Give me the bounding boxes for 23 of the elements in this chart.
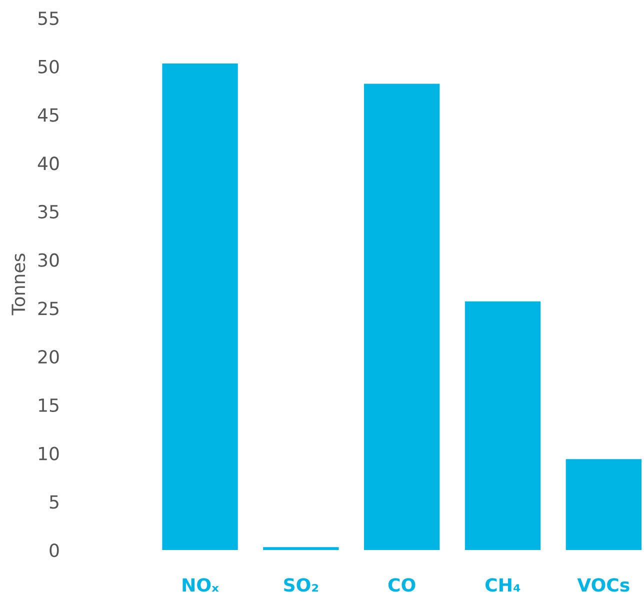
y-tick-label: 50 <box>38 60 59 74</box>
bar <box>263 547 339 550</box>
y-tick-label: 30 <box>38 253 59 267</box>
y-tick-label: 45 <box>38 108 58 122</box>
x-tick-label: CH₄ <box>486 578 520 592</box>
y-tick-label: 55 <box>38 12 58 26</box>
x-tick-label: NOₓ <box>182 578 219 592</box>
bar <box>464 301 541 550</box>
y-axis-title: Tonnes <box>12 254 26 316</box>
y-tick-label: 5 <box>50 495 58 509</box>
x-tick-label: VOCs <box>577 578 630 592</box>
x-tick-label: CO <box>388 578 416 592</box>
bar <box>364 84 440 550</box>
y-tick-label: 0 <box>50 543 59 558</box>
x-tick-label: SO₂ <box>284 578 318 592</box>
y-tick-label: 10 <box>39 446 59 460</box>
y-tick-label: 15 <box>39 398 58 412</box>
y-tick-label: 40 <box>38 156 59 170</box>
y-tick-label: 25 <box>38 302 58 316</box>
bar <box>566 459 642 550</box>
y-tick-label: 20 <box>38 350 59 364</box>
y-tick-label: 35 <box>38 204 58 219</box>
bar <box>162 63 238 550</box>
